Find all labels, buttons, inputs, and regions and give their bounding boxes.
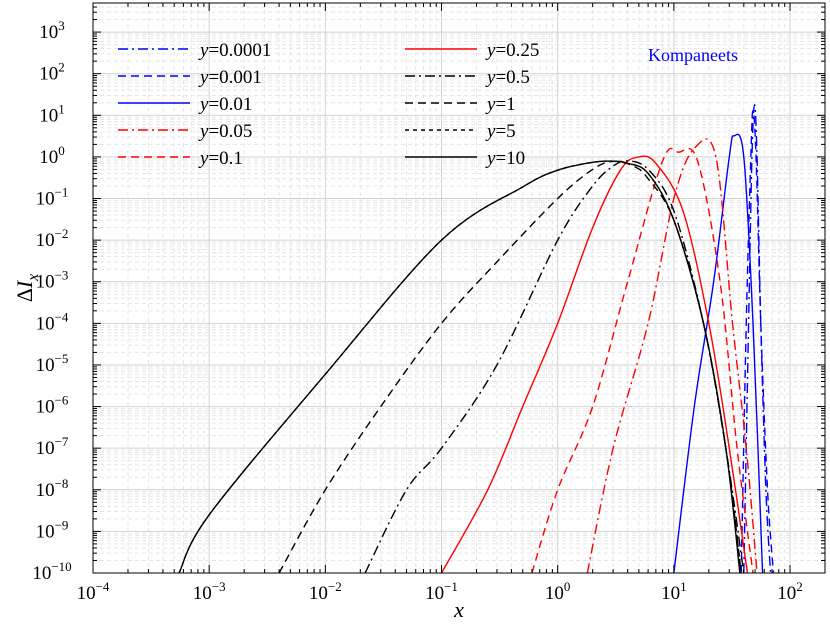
y-tick-label: 101 <box>39 101 65 126</box>
x-tick-label: 102 <box>777 579 803 604</box>
legend-label: y=0.1 <box>198 148 243 169</box>
y-tick-label: 10−3 <box>36 268 69 293</box>
legend-label: y=0.001 <box>198 67 262 88</box>
x-tick-label: 10−4 <box>77 579 110 604</box>
x-tick-label: 10−2 <box>309 579 342 604</box>
y-axis-label: ΔIx <box>12 274 42 303</box>
legend-label: y=0.25 <box>485 40 539 61</box>
series-line-y-1 <box>278 160 742 573</box>
legend-label: y=5 <box>485 121 516 142</box>
tick-marks <box>92 2 826 574</box>
legend-label: y=0.5 <box>485 67 530 88</box>
annotation-kompaneets: Kompaneets <box>648 45 738 65</box>
y-tick-label: 103 <box>39 18 65 43</box>
series-line-y-0.0001 <box>743 103 772 573</box>
y-tick-label: 10−7 <box>36 434 69 459</box>
x-tick-label: 10−1 <box>425 579 458 604</box>
y-tick-label: 10−2 <box>36 226 69 251</box>
y-tick-label: 10−8 <box>36 476 69 501</box>
y-tick-label: 102 <box>39 60 65 85</box>
y-tick-label: 10−10 <box>32 559 71 584</box>
y-tick-label: 10−6 <box>36 393 69 418</box>
series-line-y-0.001 <box>740 109 775 573</box>
legend-label: y=0.05 <box>198 121 252 142</box>
legend: y=0.0001 y=0.001 y=0.01 y=0.05 y=0.1 y=0.25 y=… <box>118 40 539 169</box>
y-tick-label: 10−9 <box>36 517 69 542</box>
legend-label: y=0.01 <box>198 94 252 115</box>
legend-label: y=1 <box>485 94 516 115</box>
legend-label: y=0.0001 <box>198 40 271 61</box>
series-line-y-0.25 <box>440 155 749 573</box>
y-tick-label: 10−5 <box>36 351 69 376</box>
svg-text:ΔIx: ΔIx <box>12 274 42 303</box>
y-tick-label: 100 <box>39 143 65 168</box>
series-layer <box>178 103 775 573</box>
series-line-y-0.05 <box>586 138 758 573</box>
y-tick-label: 10−1 <box>36 185 69 210</box>
x-tick-label: 100 <box>545 579 571 604</box>
legend-label: y=10 <box>485 148 525 169</box>
tick-labels: 10−4 10−3 10−2 10−1 100 101 102 10−10 10−9 10−8 10… <box>32 18 802 604</box>
series-line-y-0.01 <box>673 133 764 573</box>
grid-lines <box>92 2 826 574</box>
x-axis-label: x <box>453 597 464 622</box>
series-line-y-0.1 <box>531 147 754 573</box>
series-line-y-10 <box>178 160 741 573</box>
x-tick-label: 101 <box>661 579 687 604</box>
y-tick-label: 10−4 <box>36 309 69 334</box>
x-tick-label: 10−3 <box>193 579 226 604</box>
